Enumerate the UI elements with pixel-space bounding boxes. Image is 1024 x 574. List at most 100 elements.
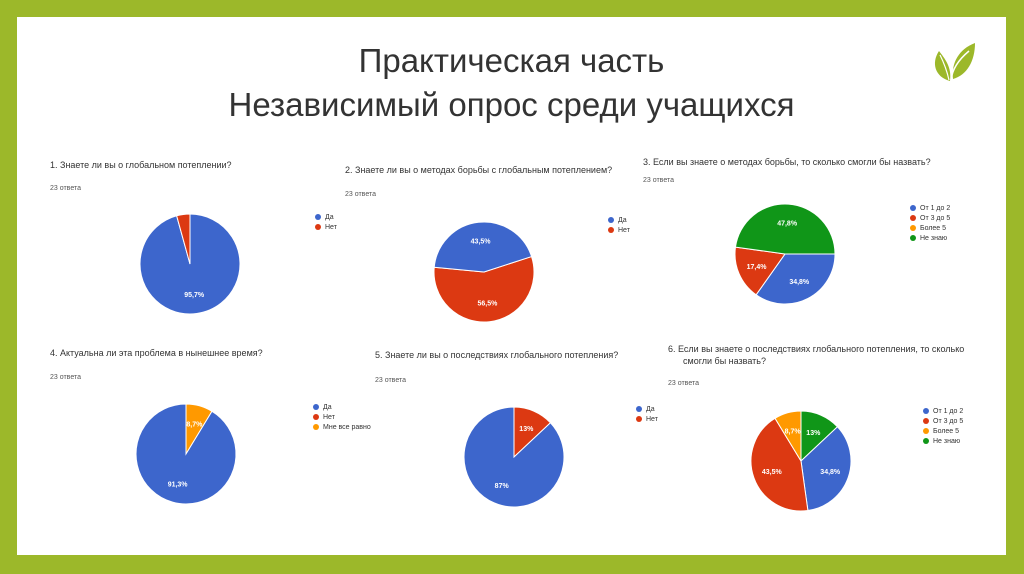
legend-item: Да <box>608 215 630 225</box>
pie-chart-3: 34,8% 17,4% 47,8% <box>734 203 836 305</box>
legend-swatch <box>313 414 319 420</box>
pie-chart-4: 8,7% 91,3% <box>135 403 237 505</box>
legend-swatch <box>315 214 321 220</box>
question-title: 6. Если вы знаете о последствиях глобаль… <box>668 344 965 354</box>
slice-label-2: 56,5% <box>477 300 498 307</box>
pie-chart-1: 95,7% <box>139 213 241 315</box>
legend-1: Да Нет <box>315 212 337 232</box>
pie-slice-1 <box>755 253 836 305</box>
legend-swatch <box>910 235 916 241</box>
slice-label-1: 91,3% <box>168 481 189 488</box>
pie-slice-1 <box>135 403 237 505</box>
slice-label-3: 8,7% <box>785 429 802 436</box>
title-line-2: Независимый опрос среди учащихся <box>228 86 795 123</box>
legend-item: От 1 до 2 <box>923 406 963 416</box>
legend-label: От 3 до 5 <box>920 214 951 222</box>
slice-label-2: 17,4% <box>747 264 768 271</box>
slice-label-1: 34,8% <box>820 469 841 476</box>
title-line-1: Практическая часть <box>358 42 665 79</box>
pie-slice-2 <box>750 417 809 512</box>
slice-label-1: 95,7% <box>184 292 205 299</box>
leaf-icon <box>934 43 975 81</box>
legend-3: От 1 до 2 От 3 до 5 Более 5 Не знаю <box>910 203 950 243</box>
legend-swatch <box>315 224 321 230</box>
legend-5: Да Нет <box>636 404 658 424</box>
legend-label: Да <box>323 403 332 411</box>
response-count: 23 ответа <box>668 380 699 387</box>
legend-swatch <box>923 428 929 434</box>
pie-slice-2 <box>433 255 535 323</box>
legend-2: Да Нет <box>608 215 630 235</box>
pie-slice-3 <box>774 410 802 463</box>
pie-chart-5: 13% 87% <box>463 406 565 508</box>
slice-label-2: 13% <box>519 426 534 433</box>
legend-label: От 1 до 2 <box>920 204 951 212</box>
legend-item: Нет <box>315 222 337 232</box>
question-title: 1. Знаете ли вы о глобальном потеплении? <box>50 160 232 170</box>
legend-label: Да <box>618 216 627 224</box>
slice-label-4: 13% <box>806 430 821 437</box>
response-count: 23 ответа <box>375 377 406 384</box>
legend-item: От 1 до 2 <box>910 203 950 213</box>
pie-slice-2 <box>734 246 786 296</box>
response-count: 23 ответа <box>50 374 81 381</box>
legend-item: Да <box>636 404 658 414</box>
legend-label: Не знаю <box>920 234 948 242</box>
legend-label: Нет <box>325 223 337 231</box>
legend-label: Более 5 <box>920 224 947 232</box>
legend-item: Не знаю <box>923 436 963 446</box>
legend-4: Да Нет Мне все равно <box>313 402 371 432</box>
legend-swatch <box>923 418 929 424</box>
legend-item: Нет <box>636 414 658 424</box>
pie-slice-1 <box>800 426 852 512</box>
legend-item: Да <box>313 402 371 412</box>
legend-item: Более 5 <box>923 426 963 436</box>
legend-6: От 1 до 2 От 3 до 5 Более 5 Не знаю <box>923 406 963 446</box>
legend-swatch <box>313 404 319 410</box>
legend-swatch <box>313 424 319 430</box>
legend-item: От 3 до 5 <box>910 213 950 223</box>
legend-swatch <box>636 406 642 412</box>
slice-label-2: 43,5% <box>762 469 783 476</box>
slice-label-1: 43,5% <box>471 239 492 246</box>
legend-label: От 1 до 2 <box>933 407 964 415</box>
slice-label-1: 34,8% <box>789 279 810 286</box>
question-title: 5. Знаете ли вы о последствиях глобально… <box>375 350 619 360</box>
pie-chart-2: 56,5% 43,5% <box>433 221 535 323</box>
legend-item: Нет <box>313 412 371 422</box>
legend-item: Нет <box>608 225 630 235</box>
response-count: 23 ответа <box>643 177 674 184</box>
legend-label: Нет <box>618 226 630 234</box>
pie-slice-1 <box>463 406 565 508</box>
legend-label: Нет <box>646 415 658 423</box>
legend-label: Мне все равно <box>323 423 371 431</box>
pie-slice-1 <box>433 221 533 273</box>
legend-swatch <box>636 416 642 422</box>
legend-swatch <box>608 227 614 233</box>
legend-label: Нет <box>323 413 335 421</box>
slice-label-1: 87% <box>495 483 510 490</box>
response-count: 23 ответа <box>50 185 81 192</box>
question-title-line-2: смогли бы назвать? <box>683 356 766 366</box>
question-title: 3. Если вы знаете о методах борьбы, то с… <box>643 157 931 167</box>
slide-title: Практическая часть Независимый опрос сре… <box>17 39 1006 127</box>
legend-swatch <box>910 215 916 221</box>
legend-label: От 3 до 5 <box>933 417 964 425</box>
legend-swatch <box>923 438 929 444</box>
legend-item: Не знаю <box>910 233 950 243</box>
pie-slice-4 <box>734 203 836 255</box>
legend-item: Мне все равно <box>313 422 371 432</box>
legend-swatch <box>910 205 916 211</box>
slide: Практическая часть Независимый опрос сре… <box>17 17 1006 555</box>
legend-item: Более 5 <box>910 223 950 233</box>
question-title: 4. Актуальна ли эта проблема в нынешнее … <box>50 348 263 358</box>
legend-label: Не знаю <box>933 437 961 445</box>
legend-label: Более 5 <box>933 427 960 435</box>
legend-swatch <box>608 217 614 223</box>
response-count: 23 ответа <box>345 191 376 198</box>
legend-swatch <box>910 225 916 231</box>
slice-label-3: 8,7% <box>186 422 203 429</box>
legend-item: Да <box>315 212 337 222</box>
question-title: 2. Знаете ли вы о методах борьбы с глоба… <box>345 165 613 175</box>
slice-label-4: 47,8% <box>777 221 798 228</box>
